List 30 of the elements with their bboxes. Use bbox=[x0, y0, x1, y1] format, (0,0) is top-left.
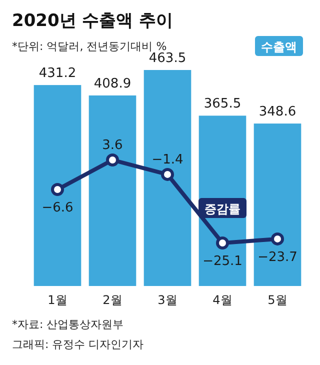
point bbox=[51, 183, 64, 196]
data-label: −23.7 bbox=[258, 250, 298, 265]
chart-title: 2020년 수출액 추이 bbox=[12, 11, 174, 31]
data-label: 365.5 bbox=[204, 96, 242, 112]
data-label: 3.6 bbox=[102, 138, 123, 153]
point bbox=[271, 232, 284, 246]
bar bbox=[88, 95, 136, 286]
text: 수출액 bbox=[261, 40, 297, 54]
x-tick-label: 1월 bbox=[48, 293, 68, 307]
x-tick-label: 5월 bbox=[268, 293, 288, 307]
data-label: −6.6 bbox=[42, 200, 74, 216]
text: *자료: 산업통상자원부 bbox=[12, 318, 124, 331]
bar bbox=[254, 124, 302, 286]
x-tick-label: 2월 bbox=[102, 293, 122, 307]
data-label: 463.5 bbox=[148, 51, 186, 66]
series-label: 증감률 bbox=[204, 202, 240, 216]
text: 그래픽: 유정수 디자인기자 bbox=[12, 338, 144, 351]
data-label: −1.4 bbox=[152, 152, 184, 168]
point bbox=[216, 236, 229, 250]
bar bbox=[144, 70, 192, 286]
x-tick-label: 4월 bbox=[212, 293, 232, 307]
data-label: 431.2 bbox=[38, 66, 76, 82]
data-label: 348.6 bbox=[258, 104, 296, 120]
point bbox=[161, 168, 174, 181]
bar bbox=[34, 85, 82, 286]
data-label: 408.9 bbox=[94, 76, 132, 92]
data-label: −25.1 bbox=[202, 254, 242, 269]
point bbox=[106, 154, 119, 166]
chart-subtitle: *단위: 억달러, 전년동기대비 % bbox=[12, 40, 167, 53]
x-tick-label: 3월 bbox=[158, 293, 178, 307]
